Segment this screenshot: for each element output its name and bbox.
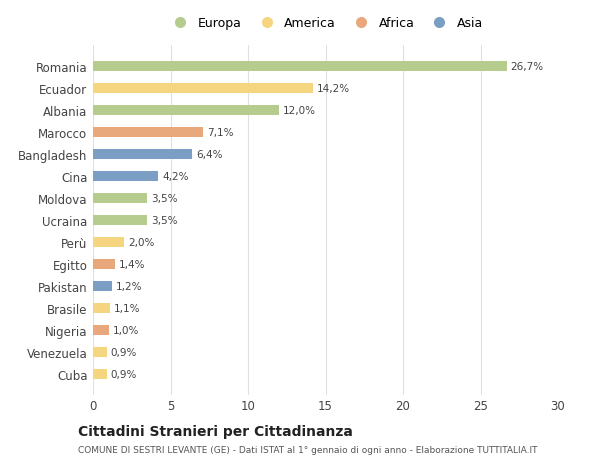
Bar [93,303,110,313]
Text: 4,2%: 4,2% [162,172,188,181]
Text: 0,9%: 0,9% [111,347,137,357]
Text: 1,4%: 1,4% [119,259,145,269]
Bar [93,172,158,181]
Bar [93,347,107,357]
Text: 0,9%: 0,9% [111,369,137,379]
Text: 1,0%: 1,0% [112,325,139,335]
Bar [93,193,147,203]
Text: 6,4%: 6,4% [196,150,223,159]
Bar [93,62,507,72]
Bar [93,150,192,159]
Text: 1,1%: 1,1% [114,303,140,313]
Bar [93,106,279,116]
Text: 12,0%: 12,0% [283,106,316,116]
Text: 14,2%: 14,2% [317,84,350,94]
Bar [93,369,107,379]
Text: 3,5%: 3,5% [151,193,178,203]
Bar [93,84,313,94]
Text: Cittadini Stranieri per Cittadinanza: Cittadini Stranieri per Cittadinanza [78,425,353,438]
Text: 1,2%: 1,2% [115,281,142,291]
Bar [93,281,112,291]
Text: 26,7%: 26,7% [511,62,544,72]
Bar [93,325,109,335]
Bar [93,237,124,247]
Text: 7,1%: 7,1% [207,128,233,138]
Text: 2,0%: 2,0% [128,237,154,247]
Legend: Europa, America, Africa, Asia: Europa, America, Africa, Asia [168,17,483,30]
Text: 3,5%: 3,5% [151,215,178,225]
Text: COMUNE DI SESTRI LEVANTE (GE) - Dati ISTAT al 1° gennaio di ogni anno - Elaboraz: COMUNE DI SESTRI LEVANTE (GE) - Dati IST… [78,445,538,454]
Bar [93,215,147,225]
Bar [93,259,115,269]
Bar [93,128,203,138]
